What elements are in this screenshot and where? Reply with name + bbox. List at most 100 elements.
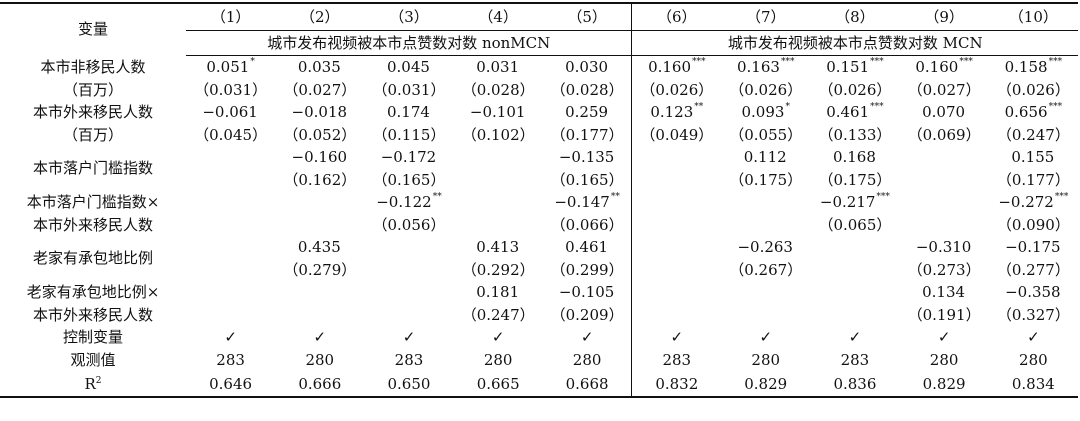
coef-cell: −0.160 [275,146,364,169]
row-label: 老家有承包地比例 [0,236,186,281]
se-cell [454,169,543,191]
r-squared-row-label: R2 [0,372,187,398]
coef-cell: 0.093* [721,101,810,124]
coef-cell: 0.174 [364,101,453,124]
controls-row-value: ✓ [937,328,951,346]
row-label-line2: 本市外来移民人数 [33,305,154,324]
r-squared-superscript: 2 [95,375,102,386]
se-cell: （0.026） [729,80,803,99]
se-cell: （0.026） [996,80,1070,99]
column-number-row: 变量 （1） （2） （3） （4） （5） （6） （7） （8） （9） （… [0,2,1078,56]
se-cell: （0.055） [729,125,803,144]
row-label-line2: （百万） [63,125,124,144]
se-cell: （0.292） [461,260,535,279]
table-row: 本市落户门槛指数× −0.122** −0.147** −0.217*** −0.272… [0,191,1078,214]
column-header: （6） [631,2,722,31]
coef-cell: −0.310 [900,236,989,259]
column-header: （5） [542,2,632,31]
coef-value: 0.259 [565,103,609,121]
controls-row-value: ✓ [313,328,327,346]
controls-row-value: ✓ [224,328,237,346]
se-cell: （0.175） [818,170,892,189]
coef-value: −0.018 [291,103,348,121]
se-cell: （0.162） [283,170,357,189]
coef-cell: −0.172 [364,146,453,169]
group-header-nonmcn: 城市发布视频被本市点赞数对数 nonMCN [186,30,632,56]
se-cell [186,169,275,191]
coef-cell: 0.160*** [900,56,989,80]
se-cell: （0.027） [283,80,357,99]
se-cell: （0.115） [372,125,446,144]
se-cell: （0.177） [550,125,624,144]
se-cell [631,304,722,326]
coef-cell: 0.051* [186,56,275,80]
se-cell [631,214,722,236]
table-row-se: （0.279） （0.292） （0.299） （0.267） （0.273） （0.27… [0,259,1078,281]
coef-cell: −0.122** [364,191,453,214]
observations-row-value: 283 [216,351,245,369]
coef-cell: 0.070 [900,101,989,124]
column-header: （9） [899,2,989,31]
coef-cell [810,236,899,259]
se-cell: （0.133） [818,125,892,144]
r-squared-row-value: 0.668 [542,372,632,398]
se-cell [721,304,810,326]
row-label-text: 本市外来移民人数 [33,103,154,121]
coef-value: −0.147 [554,193,610,211]
coef-value: 0.181 [476,283,520,301]
controls-row-value: ✓ [1027,328,1040,346]
coef-value: −0.310 [915,238,972,256]
se-cell: （0.209） [550,305,624,324]
coef-cell [275,281,364,304]
se-cell [186,259,275,281]
coef-cell: −0.217*** [810,191,899,214]
observations-row-value: 280 [572,351,602,369]
observations-row: 观测值 283 280 283 280 280 283 280 283 280 280 [0,349,1078,372]
observations-row-label-text: 观测值 [70,351,116,369]
coef-value: −0.263 [737,238,793,256]
observations-row-value: 280 [929,351,959,369]
significance-stars: ** [610,192,620,202]
coef-value: 0.155 [1011,148,1055,166]
coef-cell [454,191,543,214]
row-label-line2: 本市外来移民人数 [33,215,154,234]
coef-cell [900,191,989,214]
coef-cell [186,236,275,259]
se-cell: （0.066） [550,215,624,234]
column-header: （8） [810,2,900,31]
coef-value: 0.093 [741,103,785,121]
coef-value: −0.061 [202,103,258,121]
coef-value: 0.151 [826,58,870,76]
coef-cell: −0.101 [454,101,543,124]
coef-cell [721,281,810,304]
coef-value: −0.105 [558,283,615,301]
se-cell: （0.056） [372,215,446,234]
coef-cell: 0.461 [543,236,632,259]
observations-row-value: 283 [631,349,722,372]
row-label: 本市非移民人数 [0,56,186,80]
coef-cell: 0.045 [364,56,453,80]
coef-cell: 0.435 [275,236,364,259]
controls-row-value: ✓ [759,328,773,346]
se-cell [900,169,989,191]
coef-value: 0.123 [650,103,694,121]
r-squared-row-value: 0.646 [186,372,276,398]
se-cell: （0.065） [818,215,892,234]
significance-stars: * [250,57,255,67]
coef-value: 0.435 [297,238,341,256]
se-cell [721,214,810,236]
coef-value: 0.160 [648,58,692,76]
coef-value: −0.135 [558,148,615,166]
variable-header: 变量 [0,2,187,56]
coef-value: 0.413 [476,238,520,256]
table-row: 本市外来移民人数 −0.061 −0.018 0.174 −0.101 0.259 0.12… [0,101,1078,124]
significance-stars: *** [870,57,884,67]
coef-value: 0.158 [1004,58,1048,76]
se-cell: （0.277） [996,260,1070,279]
observations-row-label: 观测值 [0,349,186,372]
column-header: （1） [186,2,276,31]
coef-value: −0.172 [380,148,437,166]
se-cell [810,304,899,326]
coef-value: 0.045 [387,58,430,76]
se-cell: （0.027） [907,80,981,99]
